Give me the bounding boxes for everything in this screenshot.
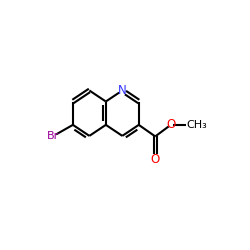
Text: O: O <box>150 153 160 166</box>
Text: N: N <box>118 84 127 97</box>
Text: CH₃: CH₃ <box>186 120 207 130</box>
Text: O: O <box>166 118 175 132</box>
Text: Br: Br <box>46 132 59 141</box>
